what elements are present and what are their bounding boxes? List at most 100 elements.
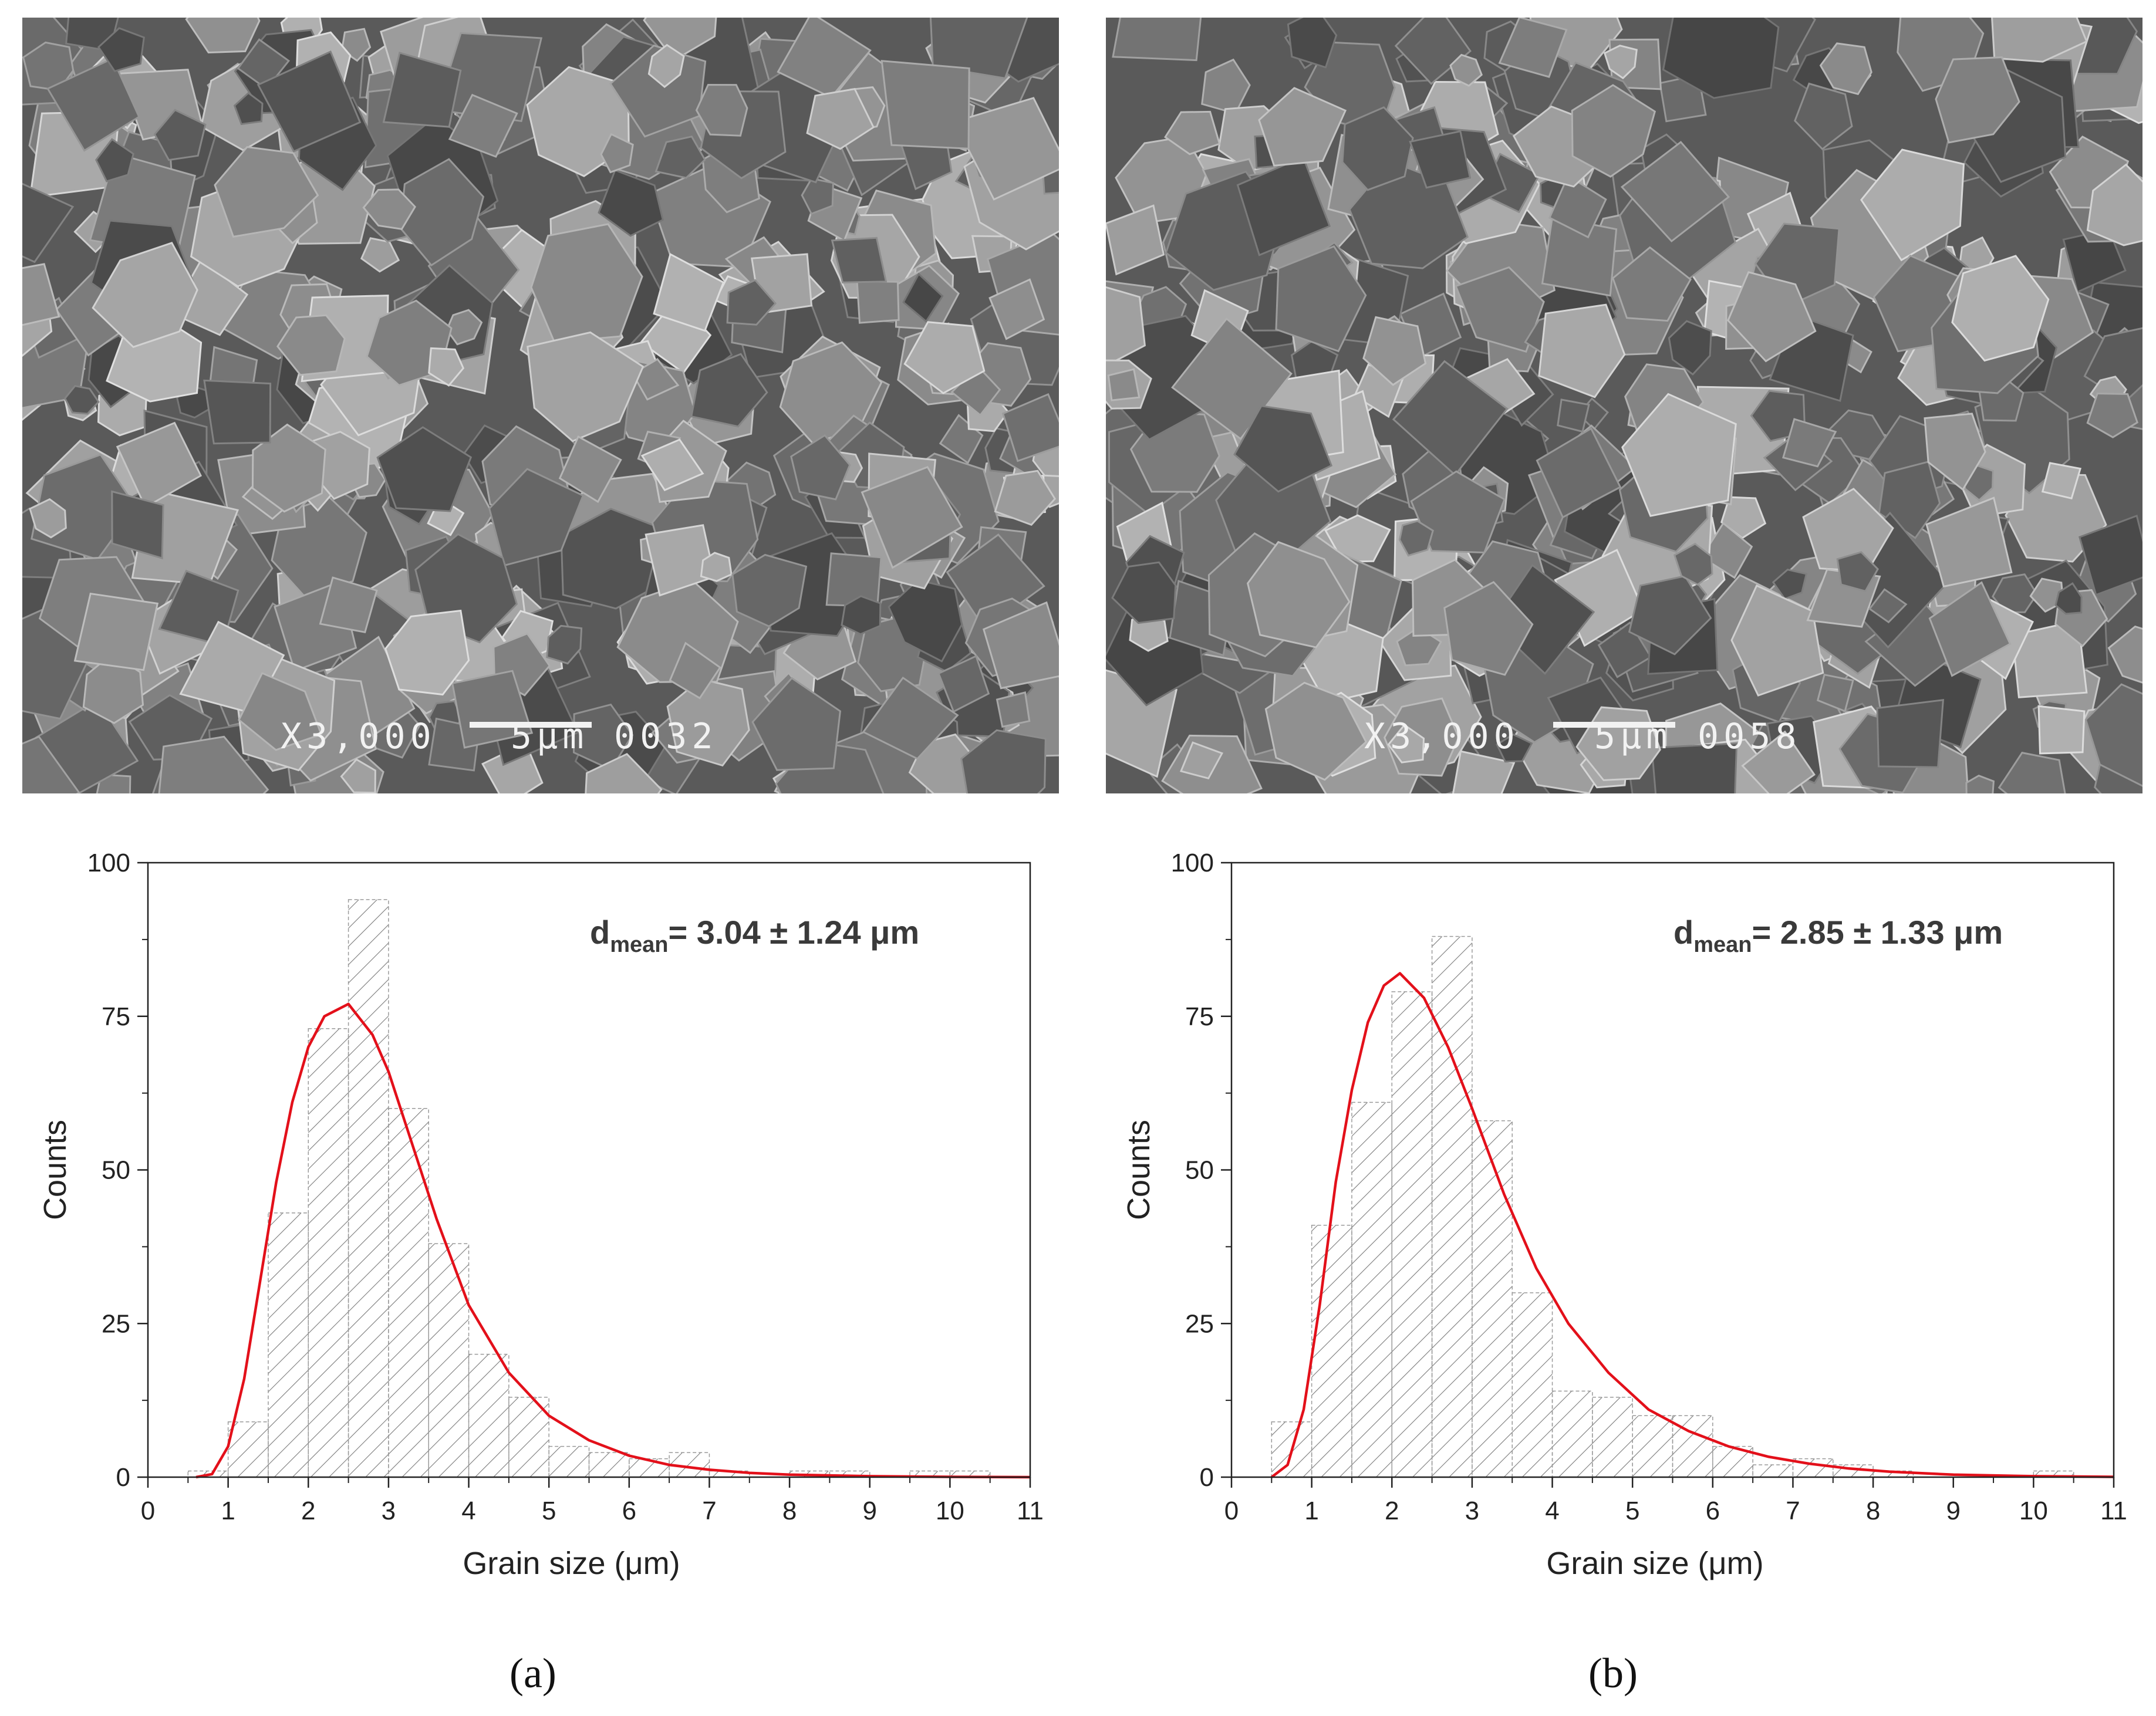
crystal-grain bbox=[1538, 303, 1626, 398]
crystal-grain bbox=[731, 553, 808, 627]
annotation-symbol: d bbox=[1673, 914, 1693, 951]
annotation-subscript: mean bbox=[610, 933, 668, 957]
crystal-grain bbox=[1106, 286, 1146, 367]
annotation-symbol: d bbox=[590, 914, 610, 951]
crystal-grain bbox=[806, 87, 875, 150]
crystal-grain bbox=[1541, 215, 1618, 297]
x-tick-label: 5 bbox=[542, 1497, 556, 1525]
crystal-grain bbox=[1612, 246, 1692, 322]
crystal-grain bbox=[2107, 625, 2142, 684]
histogram-bar bbox=[388, 1108, 429, 1478]
crystal-grain bbox=[92, 241, 198, 349]
crystal-grain bbox=[831, 237, 888, 283]
crystal-grain bbox=[1233, 405, 1333, 493]
crystal-grain bbox=[2084, 683, 2142, 787]
y-tick-label: 100 bbox=[1171, 849, 1214, 877]
crystal-grain bbox=[1928, 581, 2012, 677]
crystal-grain bbox=[2037, 705, 2086, 755]
y-tick-label: 25 bbox=[1185, 1309, 1214, 1338]
y-axis-label: Counts bbox=[1121, 1120, 1156, 1220]
crystal-grain bbox=[690, 353, 768, 428]
crystal-grain bbox=[1924, 413, 1986, 491]
crystal-grain bbox=[1394, 18, 1472, 85]
crystal-grain bbox=[1836, 551, 1879, 593]
crystal-grain bbox=[982, 601, 1059, 690]
crystal-grain bbox=[29, 498, 67, 539]
crystal-grain bbox=[726, 279, 777, 326]
crystal-grain bbox=[1727, 271, 1817, 363]
crystal-grain bbox=[153, 109, 207, 161]
crystal-grain bbox=[1449, 53, 1483, 87]
crystal-grain bbox=[856, 280, 900, 324]
crystal-grain bbox=[428, 347, 465, 387]
crystal-grain bbox=[319, 576, 378, 634]
crystal-grain bbox=[1741, 730, 1816, 793]
crystal-grain bbox=[22, 263, 60, 326]
grain-size-histogram-a: 0 1 2 3 4 5 6 7 8 9 10 11 0 25 50 75 100 Grain size (μm) C… bbox=[38, 849, 1044, 1581]
crystal-grain bbox=[1341, 106, 1414, 191]
x-tick-label: 11 bbox=[1017, 1497, 1044, 1525]
mean-size-annotation: dmean= 3.04 ± 1.24 μm bbox=[590, 914, 919, 957]
x-tick-label: 2 bbox=[1385, 1497, 1399, 1525]
grain-size-histogram-b: 0 1 2 3 4 5 6 7 8 9 10 11 0 25 50 75 100 Grain size (μm) C… bbox=[1121, 849, 2127, 1581]
crystal-grain bbox=[1287, 18, 1338, 69]
crystal-grain bbox=[360, 237, 400, 273]
crystal-grain bbox=[960, 729, 1047, 793]
crystal-grain bbox=[97, 27, 145, 73]
crystal-grain bbox=[1496, 733, 1533, 763]
crystal-grain bbox=[376, 426, 473, 512]
crystal-grain bbox=[1387, 724, 1425, 764]
x-tick-label: 8 bbox=[1866, 1497, 1880, 1525]
crystal-grain bbox=[1392, 360, 1509, 477]
crystal-grain bbox=[276, 314, 346, 376]
x-axis-label: Grain size (μm) bbox=[1546, 1546, 1763, 1581]
crystal-grain bbox=[2054, 582, 2083, 615]
scale-bar bbox=[470, 722, 592, 728]
histogram-bar bbox=[1472, 1120, 1513, 1478]
crystal-grain bbox=[1409, 130, 1472, 189]
crystal-grain bbox=[643, 18, 717, 62]
crystal-grain bbox=[22, 608, 90, 720]
crystal-grain bbox=[257, 50, 362, 153]
histogram-bar bbox=[1551, 1390, 1593, 1478]
histogram-bar bbox=[428, 1243, 470, 1478]
crystal-grain bbox=[669, 641, 721, 700]
crystal-grain bbox=[598, 169, 664, 237]
x-tick-label: 4 bbox=[461, 1497, 475, 1525]
crystal-grain bbox=[1603, 45, 1638, 80]
crystal-grain bbox=[46, 57, 140, 152]
crystal-grain bbox=[585, 752, 663, 793]
crystal-grain bbox=[1662, 18, 1780, 99]
x-tick-label: 6 bbox=[1706, 1497, 1720, 1525]
crystal-grain bbox=[1782, 418, 1837, 468]
x-tick-label: 10 bbox=[936, 1497, 964, 1525]
crystal-grain bbox=[1557, 398, 1590, 433]
crystal-grain bbox=[1264, 681, 1368, 781]
crystal-grain bbox=[1860, 148, 1965, 262]
histogram-bar bbox=[1431, 935, 1473, 1478]
crystal-grain bbox=[481, 742, 544, 793]
crystal-grain bbox=[1998, 751, 2066, 793]
crystal-grain bbox=[2078, 514, 2142, 596]
crystal-grain bbox=[988, 278, 1045, 340]
crystal-grain bbox=[158, 735, 269, 793]
crystal-grain bbox=[903, 321, 986, 394]
crystal-grain bbox=[1398, 520, 1434, 557]
crystal-grain bbox=[451, 670, 534, 749]
crystal-grain bbox=[384, 609, 470, 696]
histogram-bar bbox=[1311, 1224, 1352, 1478]
crystal-grain bbox=[2086, 392, 2139, 438]
histogram-bar bbox=[1752, 1464, 1794, 1478]
mean-size-annotation: dmean= 2.85 ± 1.33 μm bbox=[1673, 914, 2003, 957]
y-tick-label: 100 bbox=[87, 849, 130, 877]
annotation-value: = 3.04 ± 1.24 μm bbox=[669, 914, 920, 951]
x-tick-label: 1 bbox=[1304, 1497, 1318, 1525]
x-tick-label: 11 bbox=[2100, 1497, 2127, 1525]
crystal-grain bbox=[1164, 110, 1221, 156]
crystal-grain bbox=[185, 18, 261, 54]
crystal-grain bbox=[1951, 255, 2050, 362]
crystal-grain bbox=[1201, 58, 1251, 115]
x-tick-label: 7 bbox=[1786, 1497, 1800, 1525]
crystal-grain bbox=[937, 654, 990, 713]
scale-bar bbox=[1553, 722, 1675, 728]
